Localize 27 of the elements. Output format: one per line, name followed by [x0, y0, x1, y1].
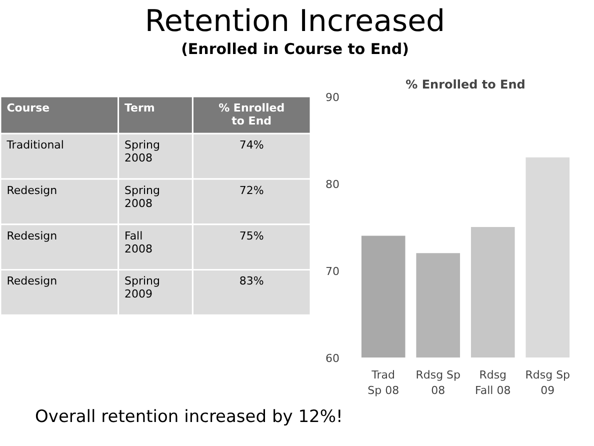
text: 72% — [239, 184, 264, 197]
text: Course — [6, 101, 50, 114]
y-tick-label: 80 — [326, 178, 340, 191]
text: 75% — [239, 229, 264, 242]
text: (Enrolled in Course to End) — [180, 39, 410, 60]
x-tick-label: Rdsg Fall 08 — [475, 368, 511, 398]
text: 74% — [239, 138, 264, 152]
text: Retention Increased — [144, 4, 446, 39]
text: Spring 2008 — [124, 184, 160, 210]
text: Spring 2008 — [124, 138, 160, 165]
text: Redesign — [6, 274, 58, 288]
y-tick-label: 60 — [326, 352, 340, 365]
text: Redesign — [6, 229, 58, 242]
x-tick-label: Rdsg Sp 08 — [416, 368, 461, 398]
text: Redesign — [6, 184, 58, 197]
y-tick-label: 70 — [326, 265, 340, 278]
text: Fall 2008 — [124, 229, 152, 256]
text: Spring 2009 — [124, 274, 160, 301]
text: % Enrolled to End — [218, 101, 285, 128]
y-tick-label: 90 — [326, 91, 340, 104]
text: Overall retention increased by 12%! — [34, 406, 343, 429]
x-tick-label: Trad Sp 08 — [368, 368, 400, 398]
x-tick-label: Rdsg Sp 09 — [525, 368, 570, 398]
text: 83% — [239, 274, 264, 288]
text: Traditional — [6, 138, 64, 152]
text: Term — [124, 101, 155, 114]
chart-title: % Enrolled to End — [406, 78, 526, 92]
